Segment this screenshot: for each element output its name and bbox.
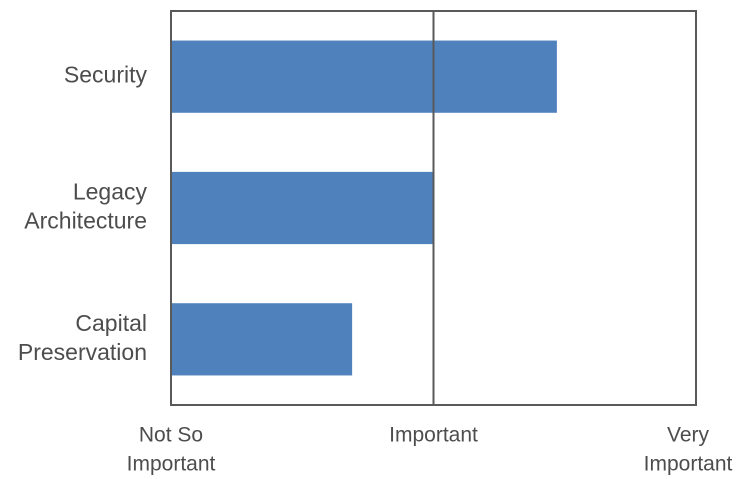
category-label-2-line-1: Preservation: [18, 339, 147, 365]
bars-group: [171, 40, 557, 376]
x-tick-label-0-line-0: Not So: [139, 424, 203, 447]
bar-1: [171, 171, 434, 245]
category-labels: Security Legacy Architecture Capital Preserv…: [18, 62, 148, 365]
category-label-1-line-1: Architecture: [24, 208, 147, 234]
category-label-0-line-0: Security: [64, 62, 148, 88]
x-tick-label-1-line-0: Important: [389, 424, 478, 447]
bar-0: [171, 40, 557, 113]
x-tick-label-2-line-0: Very: [667, 424, 710, 447]
plot-frame: [170, 10, 697, 406]
category-label-2-line-0: Capital: [75, 310, 147, 336]
x-tick-label-2-line-1: Important: [644, 453, 733, 476]
x-tick-labels: Not So Important Important Very Important: [127, 424, 733, 476]
x-tick-label-0-line-1: Important: [127, 453, 216, 476]
category-label-1-line-0: Legacy: [73, 179, 148, 205]
bar-2: [171, 303, 353, 376]
